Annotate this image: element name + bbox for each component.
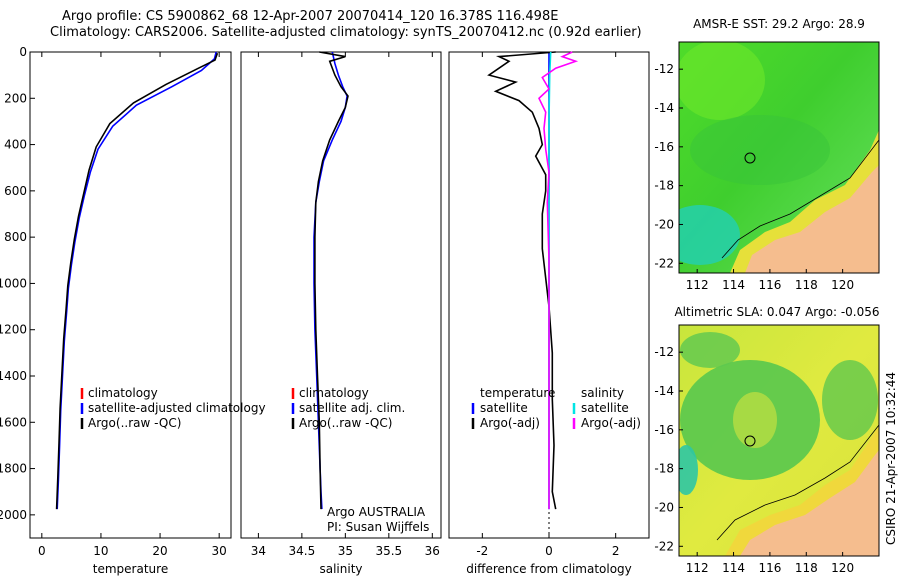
sla-ytick-label: -14 — [654, 384, 674, 398]
temperature-xtick-label: 30 — [212, 544, 227, 558]
salinity-series-0 — [313, 51, 348, 510]
title-line-1: Argo profile: CS 5900862_68 12-Apr-2007 … — [62, 9, 559, 24]
temperature-ytick-label: 1600 — [0, 415, 27, 429]
diff-legend-temp-label: Argo(-adj) — [480, 416, 540, 430]
salinity-legend-label: satellite adj. clim. — [299, 401, 405, 415]
salinity-legend-label: Argo(..raw -QC) — [299, 416, 392, 430]
panel-temperature: 0 10 20 30 0 200 400 600 800 1000 1200 1400 1600 1800… — [0, 45, 266, 576]
sla-map-title: Altimetric SLA: 0.047 Argo: -0.056 — [674, 305, 879, 319]
panel-salinity: 34 34.5 35 35.5 36 salinity climatologysatelli… — [240, 51, 442, 576]
panel-difference: -2 0 2 difference from climatology temperatu… — [448, 51, 650, 576]
temperature-xtick-label: 20 — [152, 544, 167, 558]
sla-xtick-label: 112 — [686, 561, 709, 575]
salinity-xlabel: salinity — [319, 562, 362, 576]
sla-xtick-label: 116 — [758, 561, 781, 575]
temperature-ytick-label: 200 — [4, 91, 27, 105]
sla-ytick-label: -18 — [654, 462, 674, 476]
temperature-ytick-label: 600 — [4, 184, 27, 198]
title-line-2: Climatology: CARS2006. Satellite-adjuste… — [50, 25, 642, 40]
temperature-legend-label: satellite-adjusted climatology — [88, 401, 266, 415]
salinity-axes-box — [240, 51, 442, 539]
temperature-series-0 — [56, 51, 217, 510]
sst-ytick-label: -20 — [654, 217, 674, 231]
salinity-annotation: PI: Susan Wijffels — [327, 520, 429, 534]
sla-land — [740, 450, 879, 556]
sst-argo-marker — [744, 152, 756, 164]
sst-map-title: AMSR-E SST: 29.2 Argo: 28.9 — [693, 17, 865, 31]
sla-east-low — [822, 360, 878, 440]
sla-ytick-label: -22 — [654, 539, 674, 553]
salinity-xtick-label: 35.5 — [375, 544, 402, 558]
difference-xtick-label: 2 — [612, 544, 620, 558]
sst-xtick-label: 118 — [795, 278, 818, 292]
salinity-series-1 — [314, 51, 349, 510]
temperature-ytick-label: 1000 — [0, 276, 27, 290]
sla-ytick-label: -20 — [654, 500, 674, 514]
diff-legend-sal-label: Argo(-adj) — [581, 416, 641, 430]
sla-xtick-label: 120 — [831, 561, 854, 575]
temperature-ytick-label: 1400 — [0, 369, 27, 383]
sst-ytick-label: -22 — [654, 256, 674, 270]
diff-legend-temp-label: satellite — [480, 401, 528, 415]
temperature-ytick-label: 1200 — [0, 323, 27, 337]
temperature-legend-label: climatology — [88, 386, 158, 400]
sst-contour — [721, 139, 879, 259]
diff-legend-temp-label: temperature — [480, 386, 555, 400]
diff-legend-sal-label: salinity — [581, 386, 624, 400]
sst-xtick-label: 116 — [758, 278, 781, 292]
sla-center-high — [733, 392, 777, 448]
temperature-xlabel: temperature — [93, 562, 168, 576]
temperature-ytick-label: 400 — [4, 138, 27, 152]
sla-xtick-label: 118 — [795, 561, 818, 575]
sst-cool-patch — [690, 115, 830, 185]
temperature-xtick-label: 10 — [93, 544, 108, 558]
salinity-xtick-label: 35 — [338, 544, 353, 558]
difference-series-3 — [538, 51, 579, 510]
sla-xtick-label: 114 — [722, 561, 745, 575]
sst-land — [745, 165, 879, 273]
profile-panels: 0 10 20 30020040060080010001200140016001800… — [0, 45, 650, 576]
temperature-ytick-label: 2000 — [0, 508, 27, 522]
sla-ytick-label: -16 — [654, 423, 674, 437]
sla-contour — [716, 424, 879, 541]
difference-series-1 — [487, 51, 557, 510]
sla-map: Altimetric SLA: 0.047 Argo: -0.056 112 11… — [654, 305, 879, 575]
temperature-xtick-label: 0 — [38, 544, 46, 558]
temperature-series-1 — [55, 52, 219, 510]
salinity-legend-label: climatology — [299, 386, 369, 400]
temperature-axes-box — [29, 51, 232, 539]
sla-ytick-label: -12 — [654, 345, 674, 359]
temperature-ytick-label: 800 — [4, 230, 27, 244]
credit-text: CSIRO 21-Apr-2007 10:32:44 — [884, 372, 898, 545]
salinity-annotation: Argo AUSTRALIA — [327, 505, 426, 519]
sla-north-low — [680, 332, 740, 368]
salinity-xtick-label: 34 — [251, 544, 266, 558]
sst-ytick-label: -16 — [654, 140, 674, 154]
sst-warm-patch — [679, 42, 765, 120]
sst-xtick-label: 120 — [831, 278, 854, 292]
sst-map: AMSR-E SST: 29.2 Argo: 28.9 112 114 116 118… — [654, 17, 880, 292]
sst-ytick-label: -18 — [654, 179, 674, 193]
sst-shelf-water — [679, 205, 740, 265]
sst-ytick-label: -12 — [654, 62, 674, 76]
difference-xtick-label: -2 — [476, 544, 488, 558]
temperature-legend-label: Argo(..raw -QC) — [88, 416, 181, 430]
difference-xtick-label: 0 — [545, 544, 553, 558]
sla-west-low — [679, 445, 698, 495]
sla-argo-marker — [744, 435, 756, 447]
salinity-xtick-label: 36 — [425, 544, 440, 558]
temperature-ytick-label: 1800 — [0, 462, 27, 476]
salinity-xtick-label: 34.5 — [289, 544, 316, 558]
difference-xlabel: difference from climatology — [466, 562, 632, 576]
temperature-ytick-label: 0 — [19, 45, 27, 59]
sst-xtick-label: 112 — [686, 278, 709, 292]
sst-xtick-label: 114 — [722, 278, 745, 292]
sst-ytick-label: -14 — [654, 101, 674, 115]
diff-legend-sal-label: satellite — [581, 401, 629, 415]
